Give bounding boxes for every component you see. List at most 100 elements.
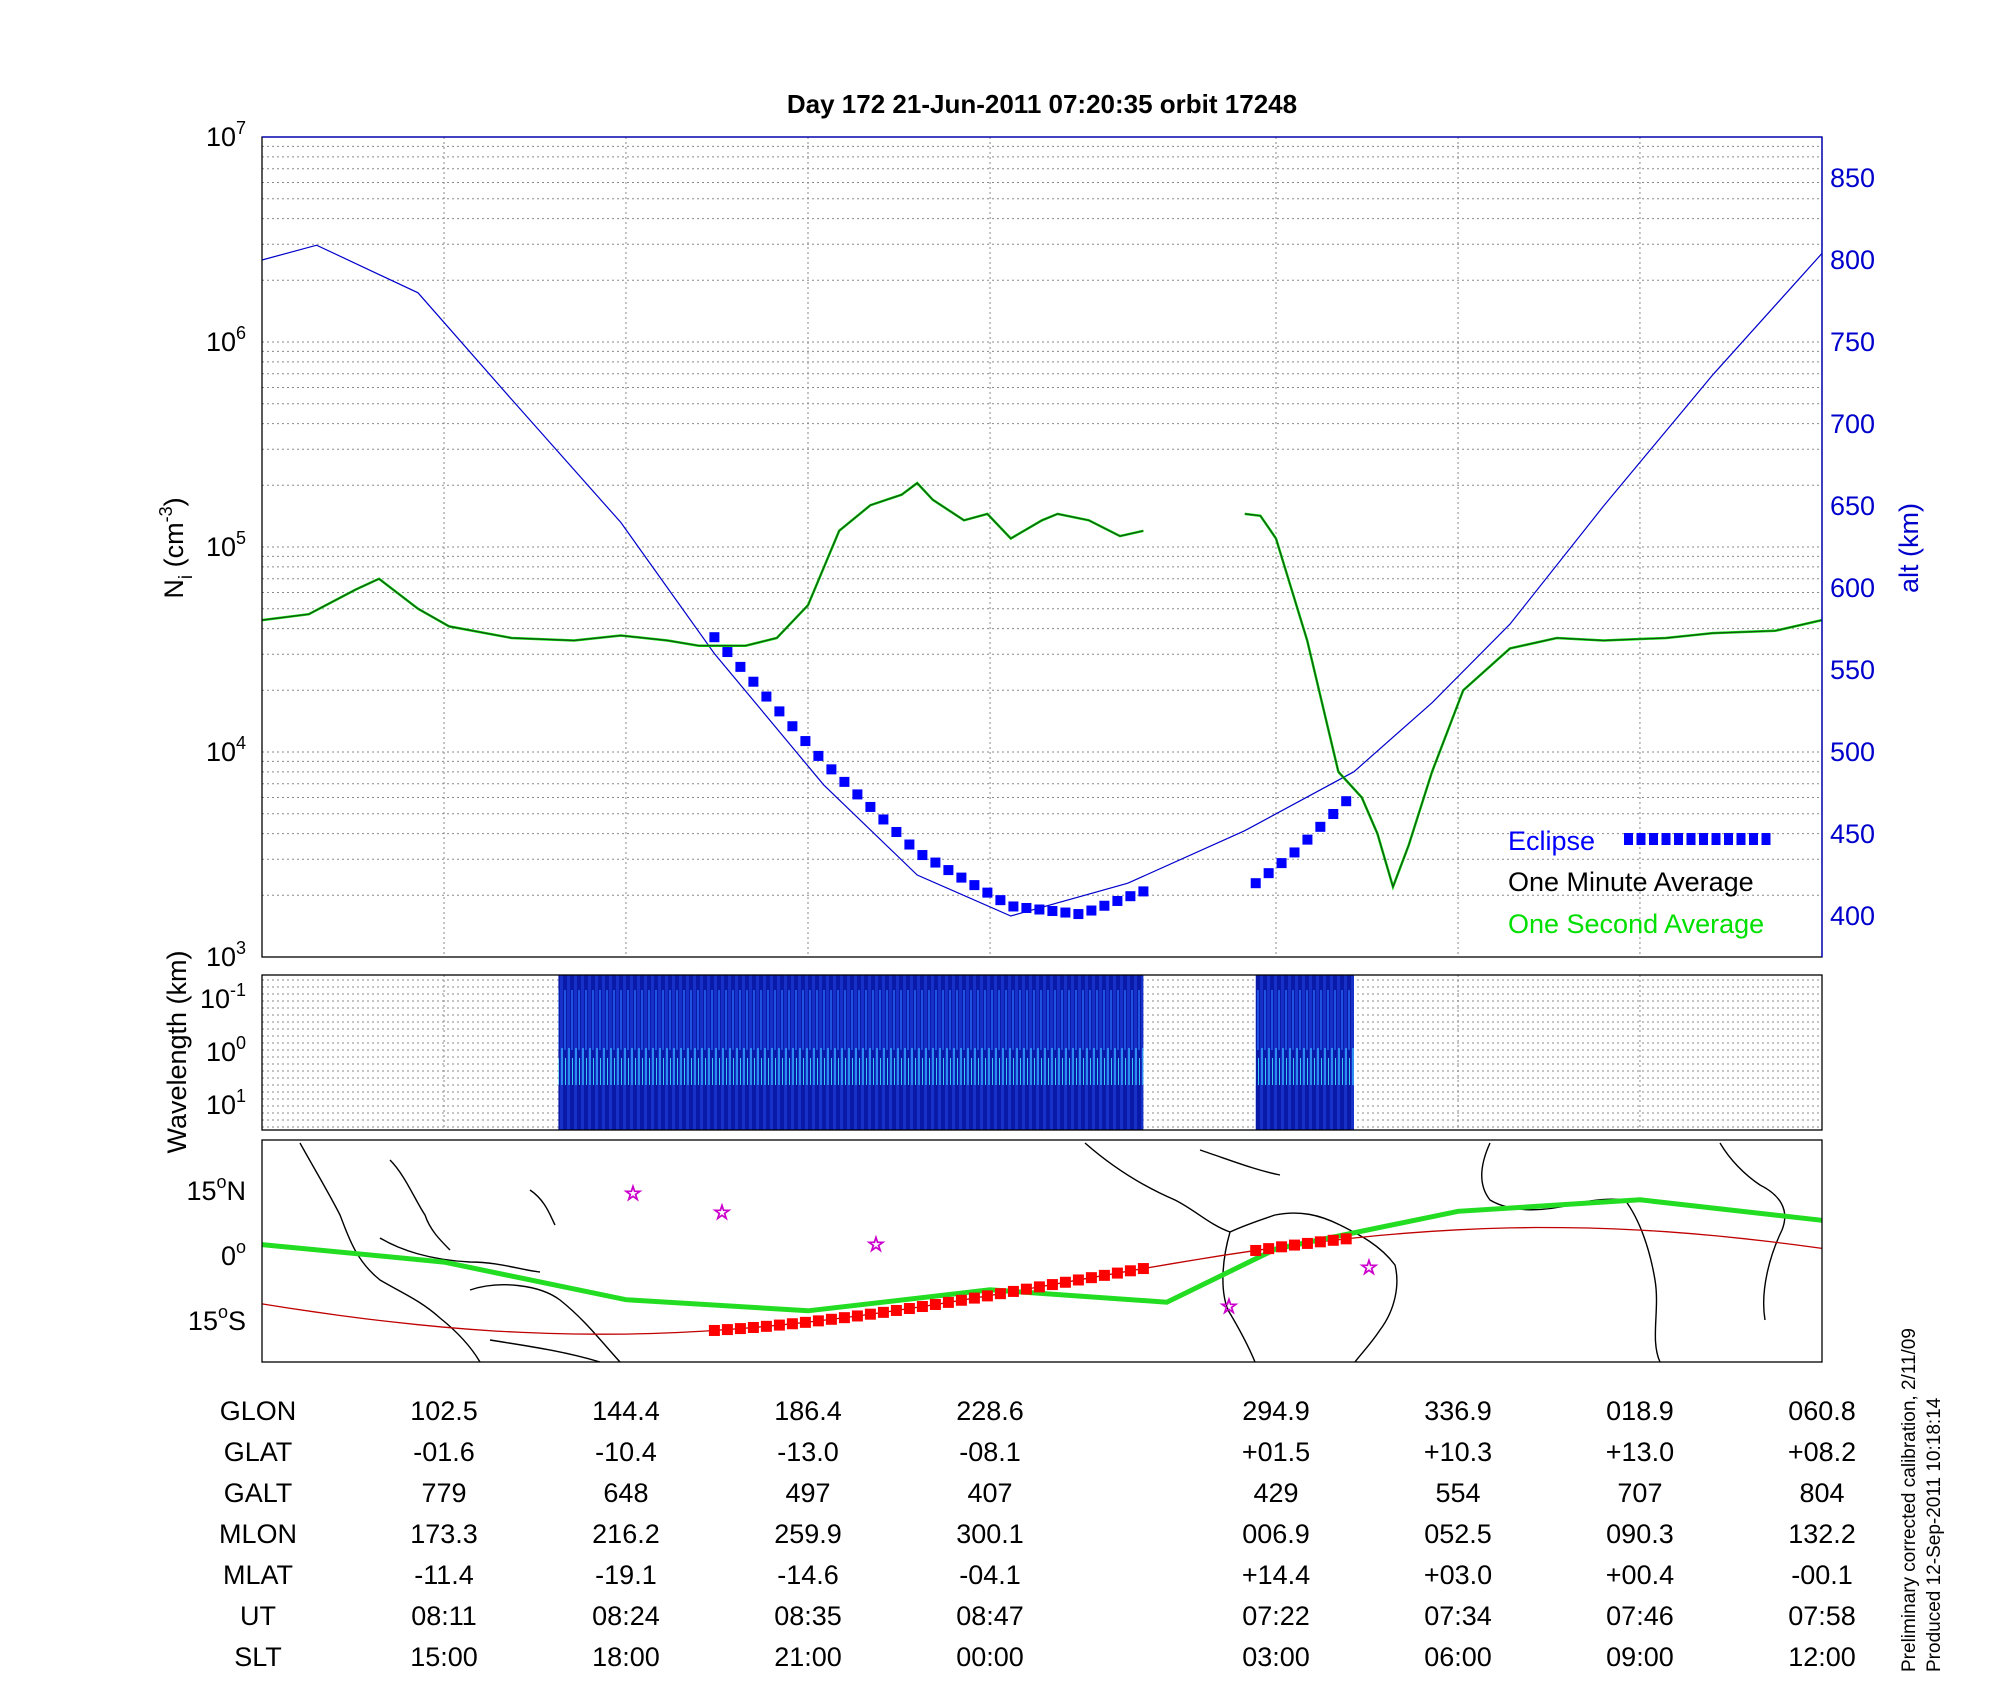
table-cell: 052.5 — [1424, 1519, 1492, 1549]
table-cell: 08:47 — [956, 1601, 1024, 1631]
ground-track — [261, 1197, 1823, 1314]
table-cell: 132.2 — [1788, 1519, 1856, 1549]
table-cell: 779 — [422, 1478, 467, 1508]
map-panel: ☆ ☆ ☆ ☆ ☆ 15oN 0o 15oS — [186, 1139, 1823, 1363]
one-minute-line — [1244, 513, 1823, 889]
density-gridlines — [262, 145, 1822, 958]
table-cell: +14.4 — [1242, 1560, 1310, 1590]
table-cell: 407 — [968, 1478, 1013, 1508]
alt-tick-850: 850 — [1830, 163, 1875, 193]
altitude-line — [261, 244, 1823, 917]
star-icon: ☆ — [624, 1183, 642, 1205]
table-cell: 554 — [1436, 1478, 1481, 1508]
eclipse-marker — [1112, 895, 1123, 906]
eclipse-track-marker — [968, 1292, 980, 1304]
density-panel: 103 104 105 106 107 Ni (cm-3) 400 450 50… — [156, 118, 1924, 972]
eclipse-marker — [1315, 821, 1326, 832]
eclipse-marker — [1276, 858, 1287, 869]
eclipse-track-marker — [1340, 1233, 1352, 1245]
table-cell: 173.3 — [410, 1519, 478, 1549]
eclipse-track-marker — [929, 1298, 941, 1310]
table-cell: 144.4 — [592, 1396, 660, 1426]
eclipse-marker — [748, 676, 759, 687]
ytick-1e3: 103 — [206, 938, 246, 972]
one-second-line — [261, 481, 1144, 647]
table-cell: 08:35 — [774, 1601, 842, 1631]
wavelength-frame — [261, 974, 1823, 1131]
chart-title: Day 172 21-Jun-2011 07:20:35 orbit 17248 — [787, 89, 1297, 119]
table-cell: 08:24 — [592, 1601, 660, 1631]
eclipse-track-marker — [1301, 1237, 1313, 1249]
table-cell: +10.3 — [1424, 1437, 1492, 1467]
map-frame — [261, 1139, 1823, 1363]
coast-indonesia — [379, 1237, 541, 1273]
eclipse-track-marker — [1288, 1239, 1300, 1251]
table-cell: 648 — [603, 1478, 648, 1508]
coast-malaysia — [389, 1159, 451, 1251]
eclipse-track-marker — [1137, 1263, 1149, 1275]
eclipse-marker — [1263, 868, 1274, 879]
eclipse-marker — [787, 721, 798, 732]
eclipse-track-marker — [1072, 1274, 1084, 1286]
table-cell: 804 — [1799, 1478, 1844, 1508]
coast-colombia — [1229, 1212, 1341, 1233]
eclipse-marker — [891, 826, 902, 837]
eclipse-track-marker — [1327, 1234, 1339, 1246]
wave-tick-1: 100 — [206, 1033, 246, 1067]
eclipse-track — [708, 1233, 1352, 1336]
coast-east-africa — [1719, 1142, 1786, 1321]
alt-tick-400: 400 — [1830, 901, 1875, 931]
map-tick-15n: 15oN — [186, 1172, 246, 1206]
eclipse-marker — [995, 895, 1006, 906]
table-cell: -10.4 — [595, 1437, 657, 1467]
side-note-calibration: Preliminary corrected calibration, 2/11/… — [1899, 1328, 1920, 1672]
altitude-ylabel: alt (km) — [1894, 503, 1924, 593]
legend-eclipse-marker — [1674, 833, 1683, 845]
eclipse-track-marker — [916, 1301, 928, 1313]
eclipse-track-marker — [1314, 1236, 1326, 1248]
legend: Eclipse One Minute Average One Second Av… — [1508, 826, 1771, 939]
legend-eclipse-marker — [1624, 833, 1633, 845]
eclipse-marker — [761, 691, 772, 702]
eclipse-track-marker — [825, 1313, 837, 1325]
alt-tick-800: 800 — [1830, 245, 1875, 275]
legend-eclipse: Eclipse — [1508, 826, 1595, 856]
eclipse-marker — [865, 801, 876, 812]
eclipse-track-marker — [890, 1304, 902, 1316]
legend-eclipse-marker — [1649, 833, 1658, 845]
star-icon: ☆ — [1360, 1257, 1378, 1279]
altitude-ticks: 400 450 500 550 600 650 700 750 800 850 — [1830, 163, 1875, 931]
eclipse-marker — [1008, 901, 1019, 912]
table-row-label: SLT — [234, 1642, 282, 1672]
table-cell: 006.9 — [1242, 1519, 1310, 1549]
coast-philippines — [529, 1189, 556, 1226]
table-cell: -04.1 — [959, 1560, 1021, 1590]
coast-caribbean — [1199, 1149, 1281, 1176]
eclipse-marker — [1086, 905, 1097, 916]
eclipse-marker — [943, 865, 954, 876]
eclipse-track-marker — [942, 1296, 954, 1308]
eclipse-track-marker — [708, 1324, 720, 1336]
alt-tick-650: 650 — [1830, 491, 1875, 521]
table-cell: 090.3 — [1606, 1519, 1674, 1549]
table-cell: 228.6 — [956, 1396, 1024, 1426]
table-cell: +03.0 — [1424, 1560, 1492, 1590]
eclipse-marker — [1250, 878, 1261, 889]
eclipse-marker — [1099, 900, 1110, 911]
eclipse-marker — [813, 750, 824, 761]
table-cell: 08:11 — [411, 1601, 477, 1631]
eclipse-marker — [1341, 796, 1352, 807]
table-cell: 07:22 — [1242, 1601, 1310, 1631]
alt-tick-750: 750 — [1830, 327, 1875, 357]
coast-new-guinea — [469, 1284, 621, 1363]
eclipse-track-marker — [903, 1303, 915, 1315]
table-cell: -08.1 — [959, 1437, 1021, 1467]
table-cell: 06:00 — [1424, 1642, 1492, 1672]
table-cell: 03:00 — [1242, 1642, 1310, 1672]
table-cell: 216.2 — [592, 1519, 660, 1549]
ytick-1e7: 107 — [206, 118, 246, 152]
alt-tick-450: 450 — [1830, 819, 1875, 849]
legend-eclipse-marker — [1699, 833, 1708, 845]
table-cell: 102.5 — [410, 1396, 478, 1426]
eclipse-track-marker — [812, 1315, 824, 1327]
